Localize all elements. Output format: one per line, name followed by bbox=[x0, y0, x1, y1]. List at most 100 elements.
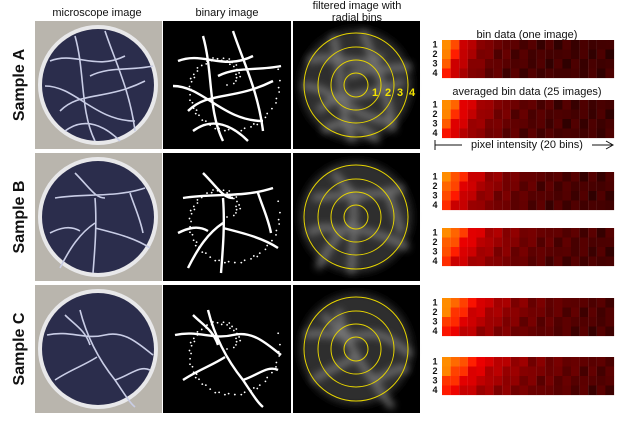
heat-cell bbox=[476, 109, 486, 120]
heat-cell bbox=[502, 119, 511, 129]
speck bbox=[195, 109, 198, 112]
heat-cell bbox=[467, 109, 477, 120]
heat-cell bbox=[588, 326, 597, 337]
speck bbox=[238, 204, 241, 206]
speck bbox=[209, 124, 212, 127]
heat-cell bbox=[442, 237, 451, 248]
heat-cell bbox=[545, 109, 554, 120]
speck bbox=[200, 328, 203, 331]
heat-cell bbox=[528, 68, 537, 79]
bin-row-number: 2 bbox=[432, 181, 437, 191]
heat-cell bbox=[485, 119, 494, 129]
heat-cell bbox=[450, 40, 460, 50]
heat-cell bbox=[519, 247, 529, 257]
heat-cell bbox=[510, 228, 520, 238]
speck bbox=[240, 261, 243, 264]
heat-cell bbox=[571, 59, 580, 69]
speck bbox=[192, 107, 195, 110]
heat-cell bbox=[588, 172, 597, 182]
heat-cell bbox=[605, 247, 615, 257]
speck bbox=[279, 211, 281, 214]
heat-cell bbox=[519, 59, 529, 69]
heat-cell bbox=[545, 128, 554, 139]
speck bbox=[256, 387, 259, 390]
heat-cell bbox=[450, 200, 460, 211]
heat-cell bbox=[502, 109, 511, 120]
heat-cell bbox=[588, 59, 597, 69]
heat-cell bbox=[485, 237, 494, 248]
heat-cell bbox=[476, 298, 486, 308]
heat-cell bbox=[519, 40, 529, 50]
heat-cell bbox=[467, 200, 477, 211]
speck bbox=[252, 387, 255, 389]
speck bbox=[195, 373, 198, 376]
radial-bin bbox=[330, 59, 382, 111]
speck bbox=[190, 212, 193, 215]
radial-bin bbox=[303, 296, 409, 402]
radial-bin bbox=[303, 164, 409, 270]
sample-label: Sample A bbox=[11, 48, 28, 121]
bin-row-number: 1 bbox=[432, 171, 437, 181]
heat-cell bbox=[459, 181, 468, 192]
heat-cell bbox=[493, 357, 503, 367]
heat-cell bbox=[553, 317, 563, 327]
heat-cell bbox=[579, 307, 589, 318]
speck bbox=[189, 363, 191, 366]
heat-cell bbox=[519, 49, 529, 60]
heat-cell bbox=[562, 191, 572, 201]
heat-cell bbox=[476, 172, 486, 182]
heat-cell bbox=[450, 109, 460, 120]
heat-cell bbox=[588, 109, 597, 120]
speck bbox=[198, 114, 200, 117]
heat-cell bbox=[596, 385, 606, 396]
microscope-image bbox=[35, 285, 162, 413]
heat-cell bbox=[553, 228, 563, 238]
heat-cell bbox=[510, 385, 520, 396]
heat-cell bbox=[485, 366, 494, 377]
speck bbox=[206, 192, 208, 194]
bin-row-number: 1 bbox=[432, 227, 437, 237]
heat-cell bbox=[579, 68, 589, 79]
filtered-image bbox=[293, 153, 420, 281]
heat-cell bbox=[519, 237, 529, 248]
speck bbox=[233, 393, 236, 396]
speck bbox=[194, 244, 197, 247]
bin-row-number: 2 bbox=[432, 366, 437, 376]
speck bbox=[266, 244, 269, 247]
heat-cell bbox=[502, 256, 511, 267]
heat-cell bbox=[562, 357, 572, 367]
heat-cell bbox=[571, 256, 580, 267]
speck bbox=[256, 123, 259, 126]
microscope-image bbox=[35, 21, 162, 149]
heat-cell bbox=[553, 376, 563, 386]
heat-cell bbox=[588, 357, 597, 367]
heat-cell bbox=[596, 326, 606, 337]
heat-cell bbox=[579, 200, 589, 211]
speck bbox=[278, 91, 281, 93]
heat-cell bbox=[545, 298, 554, 308]
heat-cell bbox=[596, 200, 606, 211]
heat-cell bbox=[510, 100, 520, 110]
speck bbox=[250, 126, 252, 128]
heat-cell bbox=[545, 307, 554, 318]
speck bbox=[271, 371, 273, 374]
speck bbox=[235, 343, 237, 346]
heat-cell bbox=[442, 191, 451, 201]
heat-cell bbox=[596, 40, 606, 50]
heat-cell bbox=[442, 326, 451, 337]
speck bbox=[235, 79, 237, 82]
heat-cell bbox=[519, 357, 529, 367]
heat-cell bbox=[536, 68, 546, 79]
bin-row-number: 4 bbox=[432, 385, 437, 395]
speck bbox=[228, 327, 231, 330]
heat-cell bbox=[502, 307, 511, 318]
radial-bin bbox=[343, 336, 369, 362]
heat-cell bbox=[571, 40, 580, 50]
speck bbox=[258, 252, 261, 255]
bin-row-number: 4 bbox=[432, 68, 437, 78]
speck bbox=[205, 63, 208, 65]
heat-cell bbox=[450, 317, 460, 327]
speck bbox=[190, 80, 193, 83]
speck bbox=[232, 65, 235, 68]
